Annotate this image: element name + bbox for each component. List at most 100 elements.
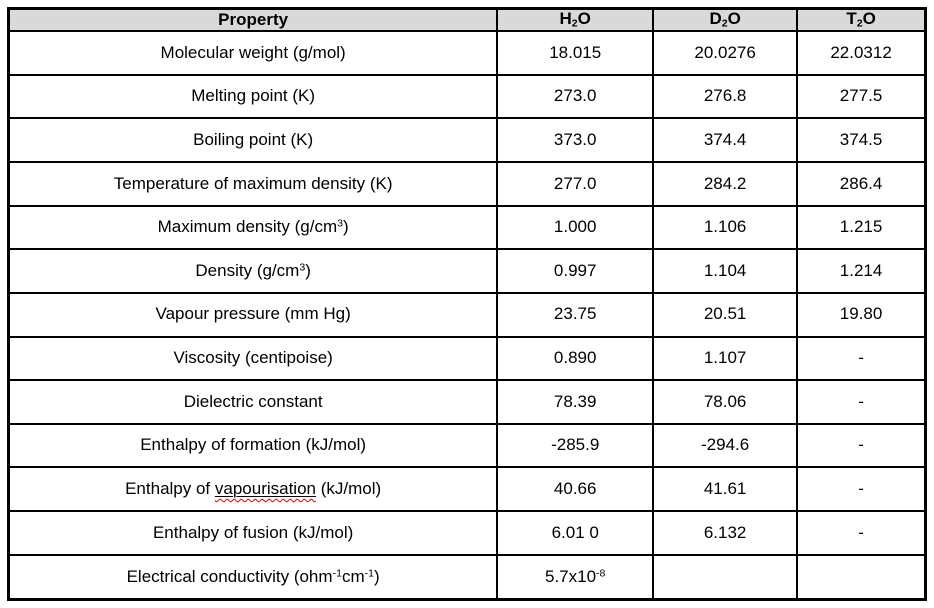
value-cell-t2o: - — [796, 466, 927, 513]
column-header-t2o: T2O — [796, 7, 927, 33]
text-segment: O — [727, 9, 741, 28]
property-cell: Viscosity (centipoise) — [7, 335, 499, 382]
value-cell-d2o — [652, 553, 799, 601]
property-cell: Enthalpy of vapourisation (kJ/mol) — [7, 466, 499, 513]
property-cell: Dielectric constant — [7, 379, 499, 425]
text-segment: 6.01 0 — [551, 522, 599, 542]
table-row: Viscosity (centipoise) 0.890 1.107 - — [7, 335, 927, 382]
table-row: Boiling point (K) 373.0 374.4 374.5 — [7, 117, 927, 164]
value-cell-d2o: -294.6 — [652, 422, 799, 469]
text-segment: (kJ/mol) — [316, 478, 382, 498]
property-cell: Vapour pressure (mm Hg) — [7, 291, 499, 338]
value-cell-h2o: 273.0 — [496, 73, 655, 120]
text-segment: ) — [342, 217, 349, 237]
property-cell: Enthalpy of formation (kJ/mol) — [7, 422, 499, 469]
text-segment: 22.0312 — [830, 42, 892, 62]
text-segment: Viscosity (centipoise) — [173, 348, 333, 368]
superscript-text: -1 — [332, 567, 342, 580]
value-cell-d2o: 6.132 — [652, 510, 799, 556]
property-cell: Maximum density (g/cm3) — [7, 204, 499, 251]
value-cell-h2o: 6.01 0 — [496, 510, 655, 556]
value-cell-d2o: 41.61 — [652, 466, 799, 513]
value-cell-t2o: 1.214 — [796, 248, 927, 294]
text-segment: - — [858, 435, 864, 455]
property-cell: Temperature of maximum density (K) — [7, 161, 499, 207]
text-segment: 41.61 — [703, 478, 747, 498]
text-segment: Vapour pressure (mm Hg) — [155, 304, 351, 324]
property-cell: Enthalpy of fusion (kJ/mol) — [7, 510, 499, 556]
text-segment: 374.4 — [703, 129, 747, 149]
text-segment: Property — [218, 9, 289, 29]
text-segment: 276.8 — [703, 86, 747, 106]
value-cell-h2o: 23.75 — [496, 291, 655, 338]
property-cell: Boiling point (K) — [7, 117, 499, 164]
property-cell: Electrical conductivity (ohm-1cm-1) — [7, 553, 499, 601]
value-cell-d2o: 20.51 — [652, 291, 799, 338]
value-cell-d2o: 20.0276 — [652, 30, 799, 76]
value-cell-h2o: 277.0 — [496, 161, 655, 207]
value-cell-t2o: 19.80 — [796, 291, 927, 338]
text-segment: 5.7x10 — [544, 566, 597, 586]
superscript-text: 3 — [299, 261, 306, 274]
table-row: Enthalpy of fusion (kJ/mol) 6.01 0 6.132 - — [7, 510, 927, 556]
text-segment: ) — [373, 566, 380, 586]
text-segment: -285.9 — [551, 435, 600, 455]
text-segment: ) — [305, 260, 311, 280]
value-cell-t2o: 22.0312 — [796, 30, 927, 76]
text-segment: T — [846, 9, 857, 28]
text-segment: 1.106 — [703, 217, 747, 237]
text-segment: 1.214 — [839, 260, 883, 280]
text-segment: - — [858, 478, 864, 498]
text-segment: Density (g/cm — [195, 260, 300, 280]
text-segment: Boiling point (K) — [193, 129, 314, 149]
text-segment: Enthalpy of — [125, 478, 215, 498]
text-segment: 0.890 — [553, 348, 597, 368]
value-cell-h2o: -285.9 — [496, 422, 655, 469]
underlined-text: vapourisation — [214, 478, 316, 498]
column-header-property: Property — [7, 7, 499, 33]
value-cell-h2o: 5.7x10-8 — [496, 553, 655, 601]
value-cell-d2o: 284.2 — [652, 161, 799, 207]
value-cell-d2o: 374.4 — [652, 117, 799, 164]
text-segment: -294.6 — [701, 435, 750, 455]
value-cell-h2o: 18.015 — [496, 30, 655, 76]
table-row: Molecular weight (g/mol) 18.015 20.0276 22.… — [7, 30, 927, 76]
text-segment: Maximum density (g/cm — [157, 217, 338, 237]
column-header-h2o: H2O — [496, 7, 655, 33]
value-cell-h2o: 78.39 — [496, 379, 655, 425]
table-row: Enthalpy of formation (kJ/mol) -285.9 -294… — [7, 422, 927, 469]
table-row: Maximum density (g/cm3) 1.000 1.106 1.215 — [7, 204, 927, 251]
value-cell-t2o: - — [796, 335, 927, 382]
text-segment: 19.80 — [839, 304, 883, 324]
table-row: Density (g/cm3) 0.997 1.104 1.214 — [7, 248, 927, 294]
text-segment: Melting point (K) — [191, 86, 316, 106]
text-segment: 40.66 — [553, 478, 597, 498]
value-cell-h2o: 0.890 — [496, 335, 655, 382]
text-segment: 23.75 — [553, 304, 597, 324]
text-segment: 1.000 — [553, 217, 597, 237]
text-segment: 273.0 — [553, 86, 597, 106]
value-cell-t2o: 374.5 — [796, 117, 927, 164]
value-cell-d2o: 1.107 — [652, 335, 799, 382]
property-cell: Molecular weight (g/mol) — [7, 30, 499, 76]
text-segment: 20.0276 — [694, 42, 756, 62]
value-cell-d2o: 276.8 — [652, 73, 799, 120]
text-segment: O — [577, 9, 591, 28]
value-cell-d2o: 1.106 — [652, 204, 799, 251]
value-cell-t2o: 286.4 — [796, 161, 927, 207]
value-cell-h2o: 1.000 — [496, 204, 655, 251]
text-segment: 78.39 — [553, 391, 597, 411]
table-row: Enthalpy of vapourisation (kJ/mol) 40.66 4… — [7, 466, 927, 513]
misspelled-word: vapourisation — [215, 479, 316, 498]
text-segment: 78.06 — [703, 391, 747, 411]
text-segment: - — [858, 391, 864, 411]
value-cell-t2o: - — [796, 510, 927, 556]
text-segment: 1.107 — [703, 348, 747, 368]
text-segment: 20.51 — [703, 304, 747, 324]
text-segment: 286.4 — [839, 173, 883, 193]
superscript-text: -8 — [596, 567, 606, 580]
text-segment: D — [709, 9, 722, 28]
text-segment: Temperature of maximum density (K) — [113, 173, 393, 193]
text-segment: 373.0 — [553, 129, 597, 149]
text-segment: Electrical conductivity (ohm — [126, 566, 333, 586]
